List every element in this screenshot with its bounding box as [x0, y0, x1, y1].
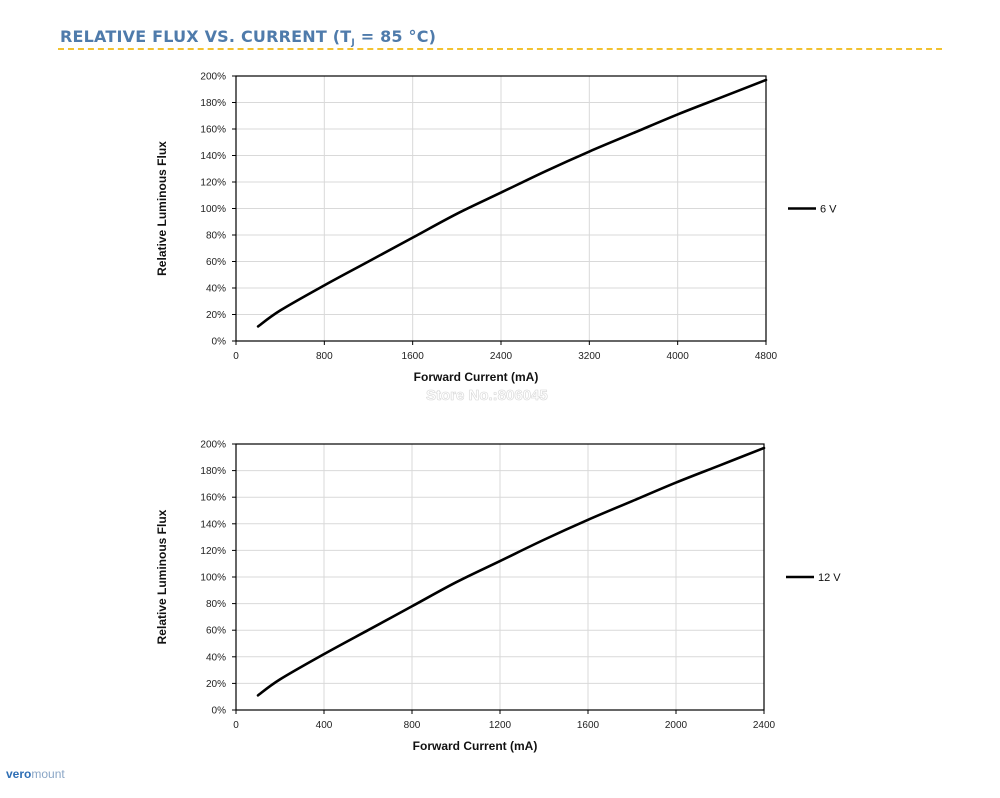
y-tick-label: 160% — [200, 125, 226, 136]
y-tick-label: 0% — [212, 337, 227, 348]
watermark-text: Store No.:806045 — [426, 387, 548, 404]
y-tick-label: 60% — [206, 257, 226, 268]
x-tick-label: 3200 — [578, 351, 601, 362]
y-tick-label: 180% — [200, 98, 226, 109]
x-tick-label: 1200 — [489, 720, 512, 731]
chart-6v: 0% 20% 40% 60% 80% 100% 120% 140% 160% 180% 200% 0 8… — [0, 60, 1000, 430]
x-tick-label: 0 — [233, 351, 239, 362]
series-line — [258, 80, 766, 326]
x-tick-label: 0 — [233, 720, 239, 731]
y-tick-label: 80% — [206, 599, 226, 610]
y-axis-title: Relative Luminous Flux — [155, 509, 169, 644]
page-title-main: RELATIVE FLUX VS. CURRENT (T — [60, 27, 351, 46]
y-tick-label: 180% — [200, 466, 226, 477]
title-divider — [58, 48, 942, 50]
x-tick-label: 4000 — [667, 351, 690, 362]
y-tick-label: 100% — [200, 573, 226, 584]
y-tick-label: 140% — [200, 151, 226, 162]
x-tick-label: 1600 — [577, 720, 600, 731]
y-axis-title: Relative Luminous Flux — [155, 141, 169, 276]
x-tick-label: 2400 — [490, 351, 513, 362]
y-tick-label: 40% — [206, 284, 226, 295]
brand-logo-part1: vero — [6, 767, 31, 781]
y-tick-label: 200% — [200, 440, 226, 451]
y-tick-label: 80% — [206, 231, 226, 242]
x-tick-label: 2400 — [753, 720, 776, 731]
y-tick-label: 0% — [212, 706, 227, 717]
chart-6v-svg: 0% 20% 40% 60% 80% 100% 120% 140% 160% 180% 200% 0 8… — [0, 60, 1000, 430]
brand-logo: veromount — [6, 767, 65, 781]
y-tick-label: 160% — [200, 493, 226, 504]
y-tick-label: 100% — [200, 204, 226, 215]
page-title: RELATIVE FLUX VS. CURRENT (TJ = 85 °C) — [60, 27, 436, 48]
x-tick-label: 1600 — [402, 351, 425, 362]
x-tick-label: 400 — [316, 720, 333, 731]
legend-label: 12 V — [818, 572, 841, 584]
y-tick-label: 200% — [200, 72, 226, 83]
x-tick-label: 4800 — [755, 351, 778, 362]
page-title-tail: = 85 °C) — [355, 27, 436, 46]
brand-logo-part2: mount — [31, 767, 64, 781]
y-tick-label: 120% — [200, 178, 226, 189]
x-tick-label: 2000 — [665, 720, 688, 731]
chart-12v-svg: 0% 20% 40% 60% 80% 100% 120% 140% 160% 180% 200% 0 4… — [0, 428, 1000, 798]
chart-12v: 0% 20% 40% 60% 80% 100% 120% 140% 160% 180% 200% 0 4… — [0, 428, 1000, 798]
series-line — [258, 448, 764, 695]
x-axis-title: Forward Current (mA) — [414, 370, 539, 384]
x-tick-label: 800 — [316, 351, 333, 362]
y-tick-label: 20% — [206, 310, 226, 321]
x-axis-title: Forward Current (mA) — [413, 739, 538, 753]
y-tick-label: 140% — [200, 519, 226, 530]
y-tick-label: 60% — [206, 626, 226, 637]
x-tick-label: 800 — [404, 720, 421, 731]
y-tick-label: 20% — [206, 679, 226, 690]
y-tick-label: 40% — [206, 652, 226, 663]
y-tick-label: 120% — [200, 546, 226, 557]
legend-label: 6 V — [820, 204, 837, 216]
